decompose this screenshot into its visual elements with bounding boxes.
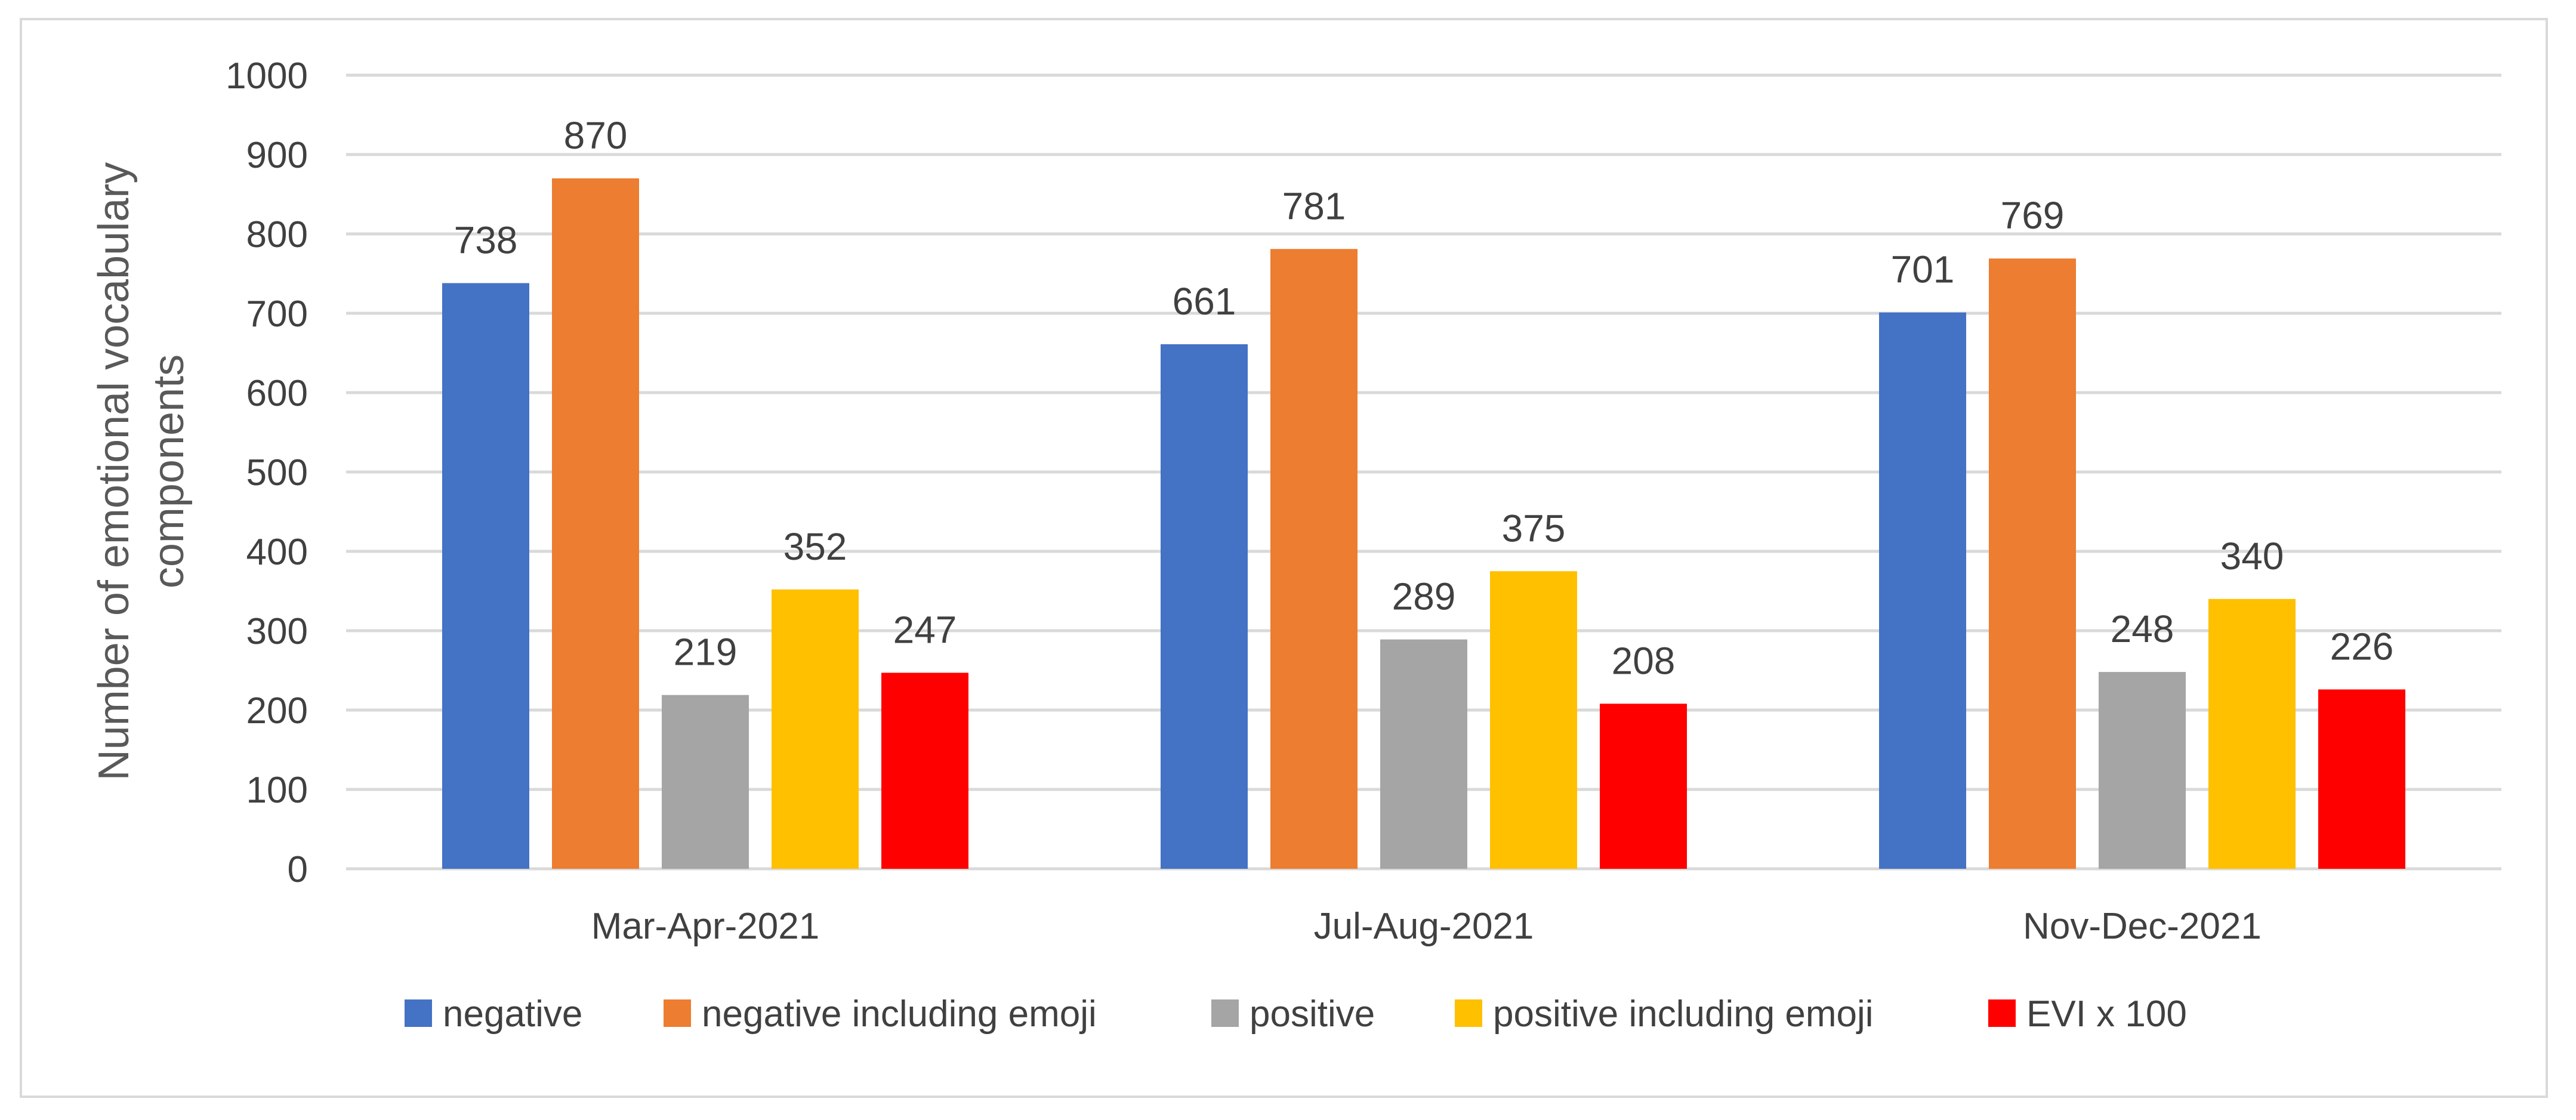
data-label: 208 [1612,639,1676,682]
y-axis-title-text: Number of emotional vocabulary components [90,162,193,781]
y-axis-title: Number of emotional vocabulary components [90,162,193,781]
data-label: 769 [2001,194,2065,237]
bar-negative-including-emoji [1270,249,1358,869]
bar-evi-x-100 [881,672,968,869]
x-category-label: Nov-Dec-2021 [2023,906,2262,947]
data-label: 738 [454,218,518,261]
bar-negative-including-emoji [552,178,639,869]
x-category-label: Mar-Apr-2021 [591,906,819,947]
bar-positive-including-emoji [1490,571,1577,869]
data-label: 781 [1282,184,1346,227]
legend-label: negative including emoji [702,994,1097,1035]
data-label: 226 [2330,625,2394,668]
legend-label: positive [1250,994,1375,1035]
legend-swatch [405,999,432,1027]
legend-swatch [1988,999,2016,1027]
data-label: 375 [1502,507,1566,550]
data-labels: 738 661 701 870 781 769 219 289 248 352 375 340 247 2… [454,114,2394,682]
y-tick-label: 700 [246,294,308,335]
data-label: 352 [783,525,847,568]
y-tick-label: 800 [246,214,308,255]
y-tick-label: 1000 [226,55,308,97]
bar-negative [442,283,529,869]
bar-positive [2099,672,2186,869]
bar-negative [1879,312,1966,869]
data-label: 289 [1392,575,1456,618]
data-label: 340 [2220,535,2284,578]
data-label: 870 [564,114,628,157]
bar-positive [662,695,749,869]
data-label: 247 [893,608,957,651]
legend-swatch [1211,999,1239,1027]
legend: negative negative including emoji positive… [405,994,2187,1035]
y-axis-title-line: components [145,354,193,588]
y-tick-label: 100 [246,770,308,811]
legend-label: positive including emoji [1493,994,1874,1035]
bar-positive [1380,639,1467,869]
y-tick-label: 600 [246,373,308,414]
bar-negative [1161,344,1248,869]
bar-negative-including-emoji [1989,258,2076,869]
data-label: 248 [2111,607,2174,650]
y-tick-label: 0 [288,849,308,890]
y-tick-label: 200 [246,690,308,732]
legend-swatch [664,999,691,1027]
y-tick-label: 300 [246,611,308,652]
bar-positive-including-emoji [772,589,859,869]
bar-positive-including-emoji [2208,598,2296,869]
y-tick-label: 400 [246,532,308,573]
x-category-label: Jul-Aug-2021 [1314,906,1534,947]
y-axis-ticks: 0 100 200 300 400 500 600 700 800 900 1000 [226,55,308,890]
legend-label: EVI x 100 [2026,994,2187,1035]
bar-evi-x-100 [2318,689,2405,869]
data-label: 661 [1173,280,1236,323]
data-label: 219 [674,631,738,674]
data-label: 701 [1891,248,1955,291]
bar-evi-x-100 [1600,704,1687,869]
x-axis-categories: Mar-Apr-2021 Jul-Aug-2021 Nov-Dec-2021 [591,906,2262,947]
y-tick-label: 500 [246,452,308,493]
legend-label: negative [443,994,582,1035]
y-axis-title-line: Number of emotional vocabulary [90,162,138,781]
y-tick-label: 900 [246,135,308,176]
legend-swatch [1455,999,1482,1027]
bars [442,178,2405,869]
